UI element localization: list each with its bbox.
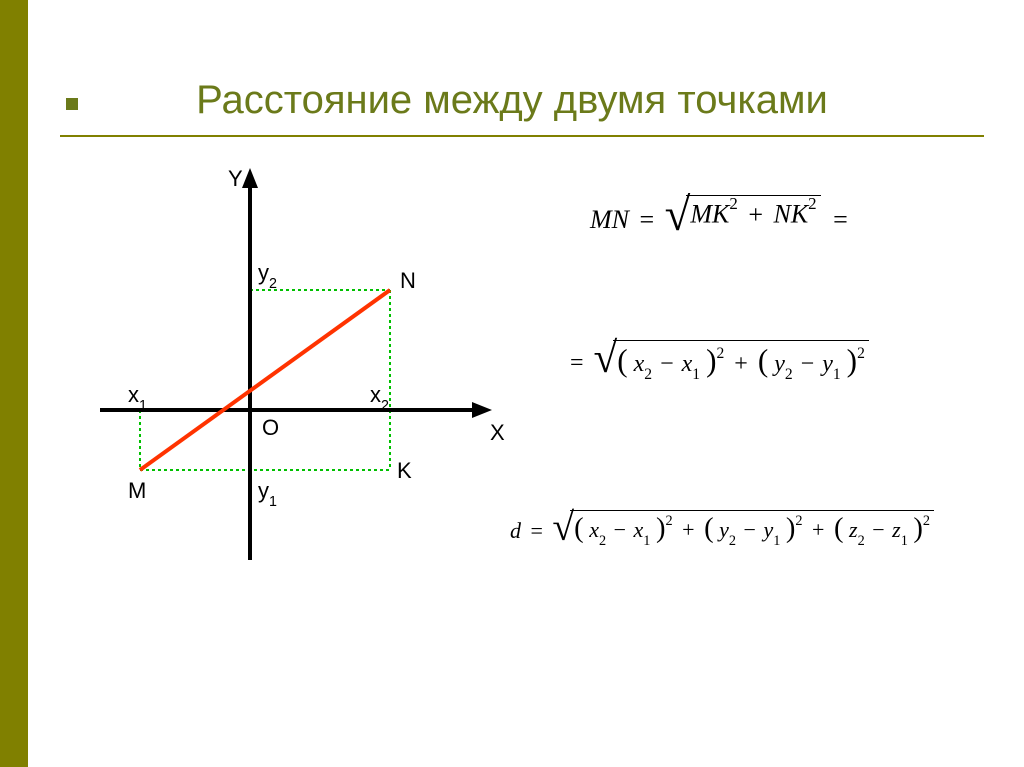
label-y1: y1 — [258, 478, 277, 507]
label-k: K — [397, 458, 412, 484]
graph-svg — [80, 160, 510, 580]
formula-mn: MN = √ MK2 + NK2 = — [590, 195, 848, 235]
coordinate-graph: Y X O N M K x1 x2 y1 y2 — [80, 160, 510, 580]
title-underline — [60, 135, 984, 137]
formula-2d: = √ ( x2 − x1 )2 + ( y2 − y1 )2 — [570, 340, 869, 382]
label-origin: O — [262, 415, 279, 441]
slide-title: Расстояние между двумя точками — [0, 78, 1024, 123]
label-x1: x1 — [128, 382, 147, 411]
segment-mn — [140, 290, 390, 470]
slide: Расстояние между двумя точками — [0, 0, 1024, 767]
label-y2: y2 — [258, 260, 277, 289]
label-m: M — [128, 478, 146, 504]
label-y-axis: Y — [228, 166, 243, 192]
label-n: N — [400, 268, 416, 294]
formula-3d: d = √ ( x2 − x1 )2 + ( y2 − y1 )2 + ( z2… — [510, 510, 934, 547]
label-x-axis: X — [490, 420, 505, 446]
axes — [100, 168, 492, 560]
label-x2: x2 — [370, 382, 389, 411]
